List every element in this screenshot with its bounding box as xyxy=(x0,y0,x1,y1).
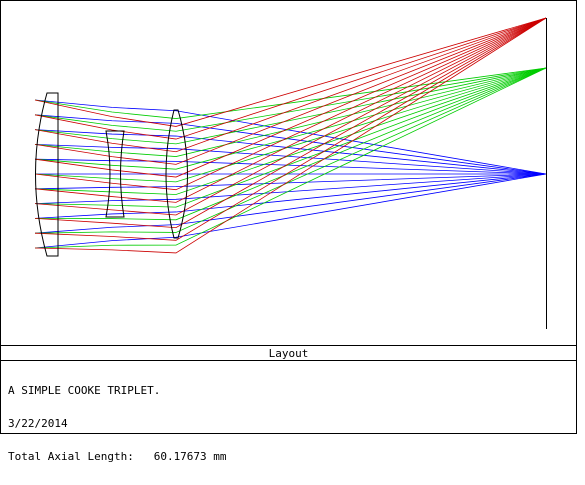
ray-edge-field-1 xyxy=(34,17,547,140)
ray-fan-mid-field xyxy=(34,67,547,249)
ray-edge-field-4 xyxy=(34,17,547,178)
layout-diagram xyxy=(0,0,577,434)
plot-border xyxy=(0,0,577,434)
ray-on-axis-1 xyxy=(34,114,547,175)
ray-on-axis-7 xyxy=(34,173,547,204)
ray-mid-field-9 xyxy=(34,67,547,234)
ray-edge-field-5 xyxy=(34,17,547,191)
positive-rear-lens xyxy=(165,109,188,239)
ray-on-axis-4 xyxy=(34,158,547,175)
plot-title: Layout xyxy=(268,347,309,360)
ray-on-axis-2 xyxy=(34,129,547,175)
ray-edge-field-6 xyxy=(34,17,547,203)
ray-mid-field-4 xyxy=(34,67,547,170)
ray-edge-field-8 xyxy=(34,17,547,229)
ray-edge-field-9 xyxy=(34,17,547,241)
ray-edge-field-2 xyxy=(34,17,547,153)
ray-mid-field-3 xyxy=(34,67,547,157)
ray-on-axis-0 xyxy=(34,99,547,175)
ray-on-axis-3 xyxy=(34,144,547,175)
ray-edge-field-3 xyxy=(34,17,547,165)
ray-on-axis-8 xyxy=(34,173,547,219)
ray-fan-edge-field xyxy=(34,17,547,254)
plot-description: A SIMPLE COOKE TRIPLET. 3/22/2014 Total … xyxy=(8,363,568,484)
description-line-date: 3/22/2014 xyxy=(8,417,68,430)
negative-middle-lens xyxy=(105,130,125,218)
ray-mid-field-10 xyxy=(34,67,547,249)
description-line-axial-length: Total Axial Length: 60.17673 mm xyxy=(8,450,227,463)
ray-mid-field-2 xyxy=(34,67,547,145)
ray-bundles xyxy=(34,17,547,254)
ray-edge-field-10 xyxy=(34,17,547,254)
layout-plot-window: Layout A SIMPLE COOKE TRIPLET. 3/22/2014… xyxy=(0,0,577,462)
ray-on-axis-10 xyxy=(34,173,547,249)
ray-mid-field-0 xyxy=(34,67,547,119)
ray-mid-field-5 xyxy=(34,67,547,183)
ray-mid-field-6 xyxy=(34,67,547,195)
ray-edge-field-0 xyxy=(34,17,547,127)
ray-mid-field-7 xyxy=(34,67,547,208)
ray-fan-on-axis xyxy=(34,99,547,249)
description-line-title: A SIMPLE COOKE TRIPLET. xyxy=(8,384,161,397)
ray-edge-field-7 xyxy=(34,17,547,216)
ray-on-axis-6 xyxy=(34,173,547,190)
ray-mid-field-8 xyxy=(34,67,547,221)
ray-on-axis-9 xyxy=(34,173,547,234)
ray-mid-field-1 xyxy=(34,67,547,132)
positive-front-lens xyxy=(35,92,59,257)
